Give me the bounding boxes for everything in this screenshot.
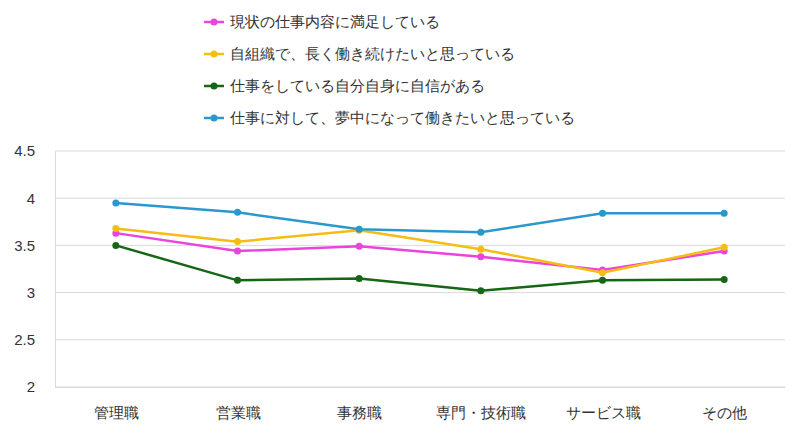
x-tick-label: 事務職	[337, 404, 382, 421]
y-tick: 2	[27, 378, 55, 395]
y-tick: 2.5	[14, 331, 55, 348]
point-marker	[599, 210, 606, 217]
y-axis-line	[55, 152, 56, 388]
legend-item: 自組織で、長く働き続けたいと思っている	[204, 45, 515, 63]
point-marker	[112, 225, 119, 232]
point-marker	[234, 277, 241, 284]
grid	[55, 151, 785, 387]
y-tick-label: 3	[27, 284, 35, 301]
legend-marker	[211, 115, 218, 122]
point-marker	[234, 238, 241, 245]
y-tick: 4	[27, 190, 55, 207]
grid-line	[55, 339, 785, 340]
x-tick-label: 専門・技術職	[436, 404, 526, 421]
x-tick: 管理職	[94, 387, 139, 421]
legend-marker	[211, 83, 218, 90]
legend-label: 現状の仕事内容に満足している	[230, 13, 440, 31]
point-marker	[477, 246, 484, 253]
grid-line	[55, 292, 785, 293]
point-marker	[599, 277, 606, 284]
point-marker	[477, 253, 484, 260]
point-marker	[477, 229, 484, 236]
x-tick-label: 管理職	[94, 404, 139, 421]
y-tick-label: 2	[27, 378, 35, 395]
x-tick: 営業職	[216, 387, 261, 421]
legend-label: 仕事をしている自分自身に自信がある	[229, 77, 485, 95]
x-tick-label: サービス職	[566, 404, 641, 421]
y-tick-label: 4.5	[14, 142, 35, 159]
x-tick-label: 営業職	[216, 404, 261, 421]
legend-label: 自組織で、長く働き続けたいと思っている	[230, 45, 515, 63]
y-tick-label: 3.5	[14, 237, 35, 254]
x-tick-label: その他	[702, 404, 747, 421]
x-tick: 専門・技術職	[436, 387, 526, 421]
legend-item: 仕事をしている自分自身に自信がある	[204, 77, 485, 95]
point-marker	[112, 199, 119, 206]
point-marker	[721, 244, 728, 251]
y-tick-label: 4	[27, 190, 35, 207]
y-axis: 2 2.5 3 3.5 4 4.5	[14, 142, 55, 395]
point-marker	[112, 242, 119, 249]
legend-item: 現状の仕事内容に満足している	[204, 13, 440, 31]
point-marker	[599, 269, 606, 276]
point-marker	[356, 226, 363, 233]
legend-marker	[211, 19, 218, 26]
grid-line	[55, 151, 785, 152]
point-marker	[356, 227, 363, 234]
point-marker	[477, 287, 484, 294]
x-tick: 事務職	[337, 387, 382, 421]
y-tick-label: 2.5	[14, 331, 35, 348]
chart: 2 2.5 3 3.5 4 4.5 管理職 営業職 事務職 専門・技術職 サービス職 その他 現状の仕事…	[0, 0, 800, 441]
y-tick: 4.5	[14, 142, 55, 159]
series-line	[116, 245, 724, 290]
grid-line	[55, 198, 785, 199]
legend-label: 仕事に対して、夢中になって働きたいと思っている	[229, 109, 575, 127]
x-tick: その他	[702, 387, 747, 421]
point-marker	[234, 248, 241, 255]
y-tick: 3	[27, 284, 55, 301]
x-axis: 管理職 営業職 事務職 専門・技術職 サービス職 その他	[56, 387, 786, 421]
x-tick: サービス職	[566, 387, 641, 421]
legend-marker	[211, 51, 218, 58]
grid-line	[55, 387, 785, 388]
series-group	[112, 199, 727, 294]
point-marker	[356, 275, 363, 282]
x-axis-line	[56, 387, 786, 388]
grid-line	[55, 245, 785, 246]
y-tick: 3.5	[14, 237, 55, 254]
series-line	[116, 228, 724, 272]
point-marker	[356, 243, 363, 250]
point-marker	[234, 209, 241, 216]
point-marker	[721, 210, 728, 217]
plot: 2 2.5 3 3.5 4 4.5 管理職 営業職 事務職 専門・技術職 サービス職 その他	[14, 142, 785, 420]
point-marker	[721, 276, 728, 283]
series-line	[116, 203, 724, 232]
legend: 現状の仕事内容に満足している自組織で、長く働き続けたいと思っている仕事をしている…	[204, 13, 575, 127]
legend-item: 仕事に対して、夢中になって働きたいと思っている	[204, 109, 575, 127]
